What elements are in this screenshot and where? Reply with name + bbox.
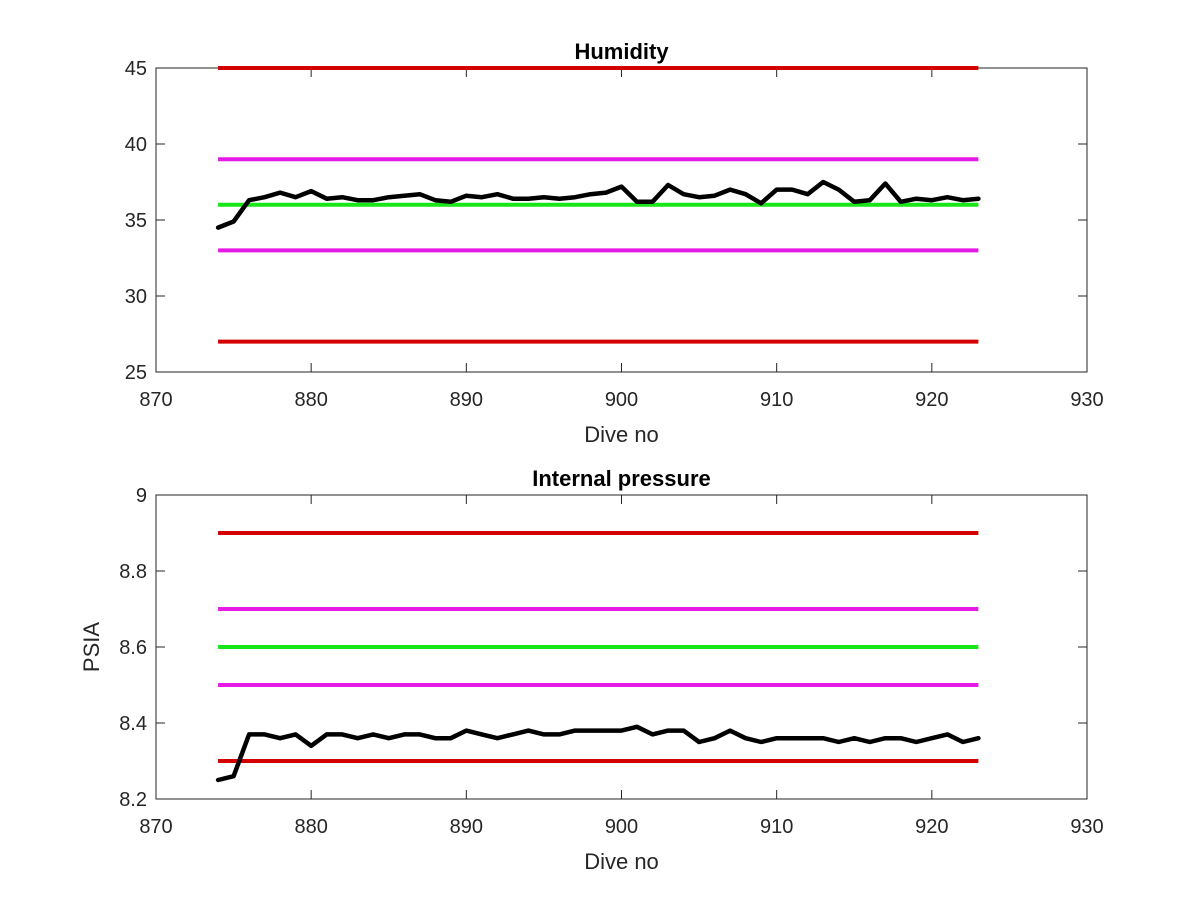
chart-title: Internal pressure	[532, 466, 711, 491]
x-tick-label: 880	[294, 816, 327, 838]
data-series-line	[215, 179, 981, 230]
y-tick-label: 35	[125, 210, 147, 232]
y-axis-label: PSIA	[79, 622, 104, 672]
y-tick-label: 9	[136, 485, 147, 507]
chart-title: Humidity	[574, 39, 669, 64]
x-axis-label: Dive no	[584, 849, 659, 874]
x-tick-label: 920	[915, 389, 948, 411]
x-tick-label: 910	[760, 816, 793, 838]
y-tick-label: 8.8	[119, 561, 147, 583]
x-tick-label: 870	[139, 816, 172, 838]
plot-area	[155, 67, 1088, 373]
x-tick-label: 890	[450, 816, 483, 838]
x-axis-label: Dive no	[584, 422, 659, 447]
x-tick-label: 920	[915, 816, 948, 838]
y-tick-label: 40	[125, 134, 147, 156]
x-tick-label: 930	[1070, 816, 1103, 838]
panels: 870 880 890 900 910 920 930 25 30 35 40 45 Humidity D…	[79, 39, 1104, 874]
x-tick-label: 910	[760, 389, 793, 411]
y-tick-label: 8.2	[119, 789, 147, 811]
chart-panel: 870 880 890 900 910 920 930 25 30 35 40 45 Humidity D…	[125, 39, 1104, 447]
data-series-line	[215, 724, 981, 783]
x-tick-label: 900	[605, 389, 638, 411]
y-tick-label: 30	[125, 286, 147, 308]
y-tick-label: 25	[125, 362, 147, 384]
y-tick-label: 8.4	[119, 713, 147, 735]
x-tick-label: 880	[294, 389, 327, 411]
x-tick-label: 870	[139, 389, 172, 411]
chart-panel: 870 880 890 900 910 920 930 8.2 8.4 8.6 8.8 9 Intern…	[79, 466, 1104, 874]
y-tick-label: 8.6	[119, 637, 147, 659]
x-tick-label: 930	[1070, 389, 1103, 411]
y-tick-label: 45	[125, 58, 147, 80]
x-tick-label: 890	[450, 389, 483, 411]
x-tick-label: 900	[605, 816, 638, 838]
